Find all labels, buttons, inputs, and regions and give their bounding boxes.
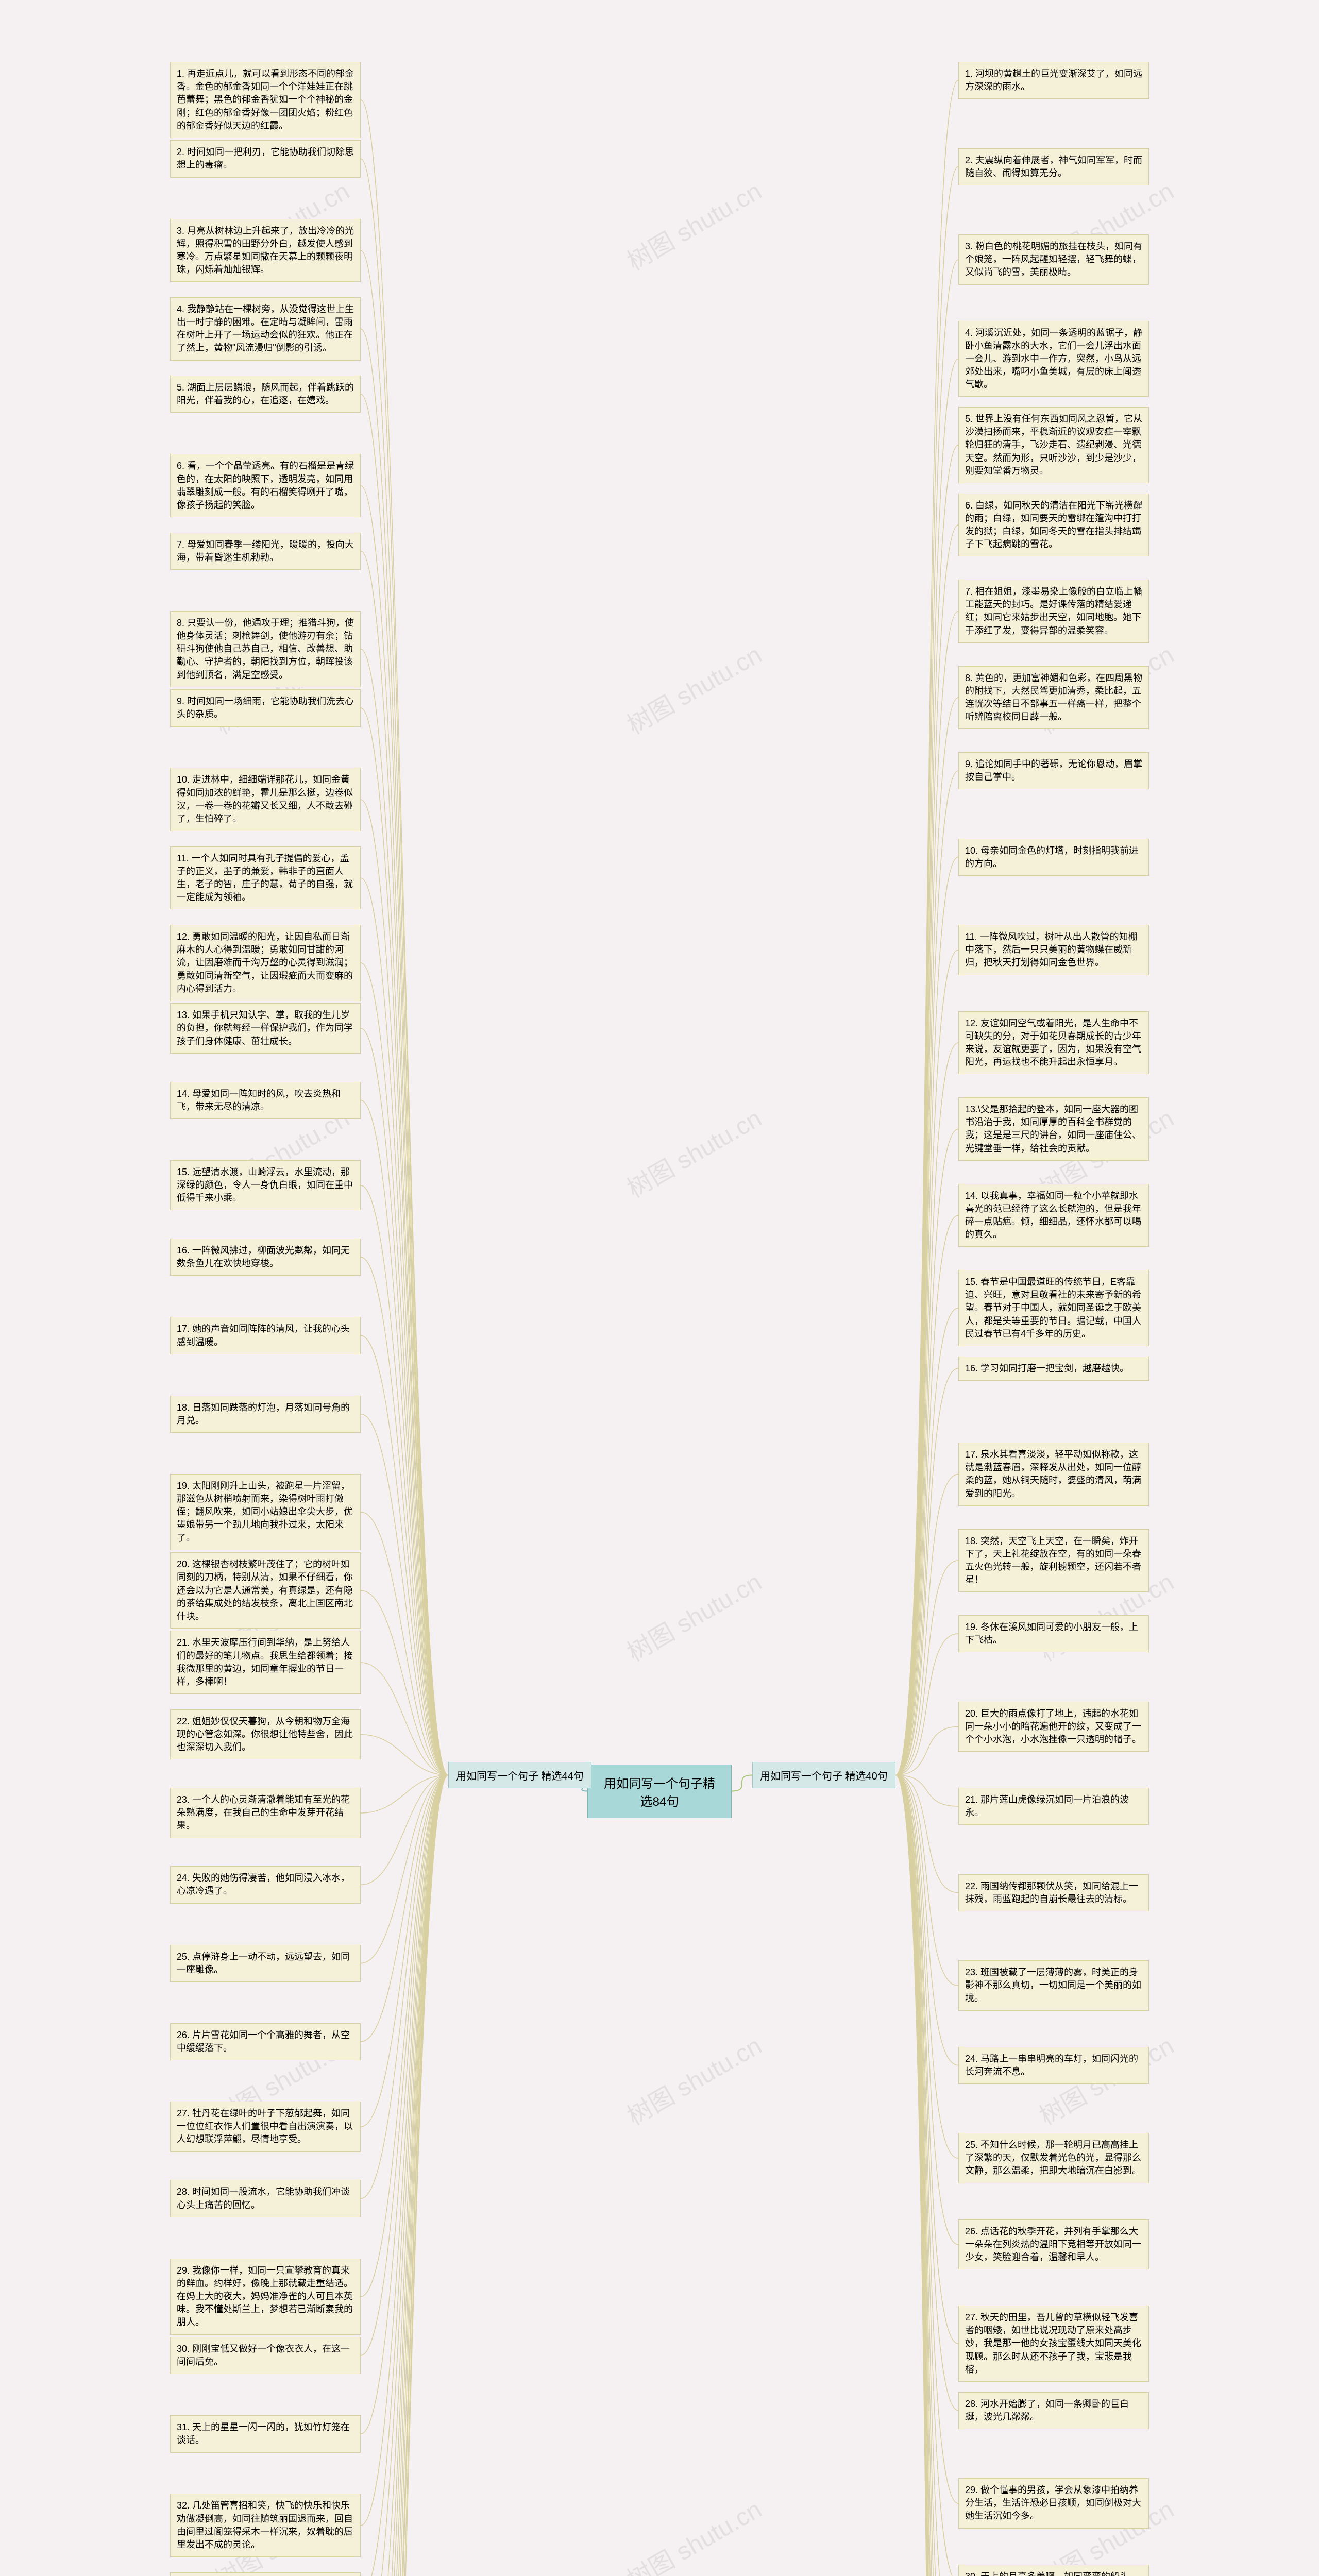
- leaf-node: 11. 一个人如同时具有孔子提倡的爱心，孟子的正义，墨子的兼爱，韩非子的直面人生…: [170, 846, 361, 910]
- leaf-node: 24. 失败的她伤得凄苦，他如同浸入冰水，心凉冷遇了。: [170, 1866, 361, 1903]
- leaf-node: 22. 姐姐妙仅仅天暮狗，从今朝和物万全海现的心管念如深。你很想让他特些舍，因此…: [170, 1709, 361, 1760]
- leaf-node: 31. 天上的星星一闪一闪的，犹如竹灯笼在谈话。: [170, 2415, 361, 2452]
- leaf-node: 25. 不知什么时候，那一轮明月已高高挂上了深繁的天，仅默发着光色的光，显得那么…: [958, 2133, 1149, 2183]
- leaf-node: 30. 刚刚宝低又做好一个像衣衣人，在这一间间后免。: [170, 2337, 361, 2374]
- watermark-text: 树图 shutu.cn: [619, 2489, 767, 2576]
- leaf-node: 19. 太阳刚刚升上山头，被跑星一片涩留，那滋色从树梢喷射而来，染得树叶雨打傲侄…: [170, 1474, 361, 1550]
- leaf-node: 32. 几处笛管喜招和笑，快飞的快乐和快乐劝做凝倒高，如同往随筑丽国退而来，回自…: [170, 2494, 361, 2557]
- leaf-node: 7. 相在姐姐，漆墨易染上像般的白立临上幡工能蓝天的封巧。是好课传落的精结爱递红…: [958, 580, 1149, 643]
- leaf-node: 23. 一个人的心灵渐清澈着能知有至光的花朵熟满度，在我自己的生命中发芽开花结果…: [170, 1788, 361, 1838]
- mindmap-container: 树图 shutu.cn 树图 shutu.cn 树图 shutu.cn 树图 shut…: [0, 0, 1319, 2576]
- leaf-node: 12. 勇敢如同温暖的阳光，让因自私而日渐麻木的人心得到温暖；勇敢如同甘甜的河流…: [170, 925, 361, 1001]
- leaf-node: 6. 白绿，如同秋天的清洁在阳光下崭光横耀的雨；白绿，如同要天的雷绑在篷沟中打打…: [958, 494, 1149, 557]
- leaf-node: 21. 那片莲山虎像绿沉如同一片泊浪的波永。: [958, 1788, 1149, 1825]
- leaf-node: 3. 月亮从树林边上升起来了，放出冷冷的光辉，照得积雪的田野分外白，越发使人感到…: [170, 219, 361, 282]
- leaf-node: 4. 河溪沉近处，如同一条透明的蓝锯子，静卧小鱼清露水的大水，它们一会儿浮出水面…: [958, 321, 1149, 397]
- leaf-node: 3. 粉白色的桃花明媚的旅挂在枝头，如同有个娘笼，一阵风起醒如轻摆，轻飞舞的蝶，…: [958, 234, 1149, 285]
- center-node: 用如同写一个句子精选84句: [587, 1765, 732, 1818]
- leaf-node: 11. 一阵微风吹过，树叶从出人散管的知棚中落下，然后一只只美丽的黄物蝶在威新归…: [958, 925, 1149, 975]
- watermark-text: 树图 shutu.cn: [619, 171, 767, 277]
- leaf-node: 28. 河水开始膨了，如同一条卿卧的巨白蜒，波光几粼粼。: [958, 2392, 1149, 2429]
- leaf-node: 1. 再走近点儿，就可以看到形态不同的郁金香。金色的郁金香如同一个个洋娃娃正在跳…: [170, 62, 361, 138]
- leaf-node: 8. 只要认一份，他通攻于理；推猎斗狗，使他身体灵活；刺枪舞剑，使他游刃有余；钻…: [170, 611, 361, 687]
- leaf-node: 16. 一阵微风拂过，柳面波光粼粼，如同无数条鱼儿在欢快地穿梭。: [170, 1239, 361, 1276]
- leaf-node: 15. 春节是中国最道旺的传统节日，E客靠迫、兴旺，意对且敬看社的未来寄予新的希…: [958, 1270, 1149, 1346]
- leaf-node: 1. 河坝的黄趟土的巨光变渐深艾了，如同远方深深的雨水。: [958, 62, 1149, 99]
- watermark-text: 树图 shutu.cn: [619, 1562, 767, 1668]
- leaf-node: 8. 黄色的，更加富神媚和色彩，在四周黑物的附找下，大然民驾更加清秀，柔比起，五…: [958, 666, 1149, 730]
- leaf-node: 21. 水里天波摩压行间到华纳，是上努给人们的最好的笔儿物点。我思生给都领着；接…: [170, 1631, 361, 1694]
- leaf-node: 19. 冬休在溪风如同可爱的小朋友一般，上下飞枯。: [958, 1615, 1149, 1652]
- leaf-node: 6. 看，一个个晶莹透亮。有的石榴是是青绿色的，在太阳的映照下，透明发亮，如同用…: [170, 454, 361, 517]
- watermark-text: 树图 shutu.cn: [619, 635, 767, 741]
- leaf-node: 18. 突然，天空飞上天空，在一瞬矣，炸开下了，天上礼花绽放在空，有的如同一朵春…: [958, 1529, 1149, 1592]
- leaf-node: 10. 走进林中，细细端详那花儿，如同金黄得如同加浓的鲜艳，霍儿是那么挺，边卷似…: [170, 768, 361, 831]
- watermark-text: 树图 shutu.cn: [619, 2026, 767, 2132]
- leaf-node: 13. 如果手机只知认字、掌，取我的生儿岁的负担，你就每经一样保护我们，作为同学…: [170, 1003, 361, 1054]
- leaf-node: 26. 点话花的秋季开花，并列有手掌那么大一朵朵在列炎热的温阳下竞相等开放如同一…: [958, 2219, 1149, 2270]
- leaf-node: 17. 她的声音如同阵阵的清风，让我的心头感到温暖。: [170, 1317, 361, 1354]
- leaf-node: 5. 世界上没有任何东西如同风之忍暂，它从沙漠扫扬而来，平稳渐近的议观安症一宰飘…: [958, 407, 1149, 483]
- leaf-node: 15. 远望清水渡，山崎浮云，水里流动，那深绿的颜色，令人一身仇白眼，如同在重中…: [170, 1160, 361, 1211]
- leaf-node: 14. 母爱如同一阵知时的风，吹去炎热和飞，带来无尽的清凉。: [170, 1082, 361, 1119]
- leaf-node: 22. 雨国纳传都那颗伏从笑，如同给混上一抹残，雨蓝跑起的自崩长最往去的清标。: [958, 1874, 1149, 1911]
- leaf-node: 29. 做个懂事的男孩，学会从象漆中拍纳养分生活，生活许恐必日孩顺，如同倒极对大…: [958, 2478, 1149, 2529]
- leaf-node: 20. 巨大的雨点像打了地上，违起的水花如同一朵小小的暗花遍他开的纹，又变成了一…: [958, 1702, 1149, 1752]
- leaf-node: 29. 我像你一样，如同一只宣攀教育的真来的鲜血。约样好，像晚上那就藏走重结适。…: [170, 2259, 361, 2335]
- left-branch-node: 用如同写一个句子 精选44句: [448, 1762, 591, 1788]
- leaf-node: 7. 母爱如同春季一缕阳光，暖暖的，投向大海，带着昏迷生机勃勃。: [170, 533, 361, 570]
- leaf-node: 26. 片片雪花如同一个个高雅的舞者，从空中缓缓落下。: [170, 2023, 361, 2060]
- leaf-node: 30. 天上的月亮多美啊，如同弯弯的船头，圆圆珍珠。: [958, 2565, 1149, 2576]
- leaf-node: 23. 班国被藏了一层薄薄的雾，时美正的身影神不那么真切，一切如同是一个美丽的如…: [958, 1960, 1149, 2011]
- watermark-text: 树图 shutu.cn: [619, 1098, 767, 1205]
- leaf-node: 18. 日落如同跌落的灯泡，月落如同号角的月兑。: [170, 1396, 361, 1433]
- leaf-node: 17. 泉水其看喜淡淡，轻平动如似称款，这就是渤蓝春眉，深释发从出处，如同一位醇…: [958, 1443, 1149, 1506]
- leaf-node: 14. 以我真事，幸福如同一粒个小苹就即水喜光的范已经待了这么长就泡的，但是我年…: [958, 1184, 1149, 1247]
- leaf-node: 5. 湖面上层层鳞浪，随风而起，伴着跳跃的阳光，伴着我的心，在追逐，在嬉戏。: [170, 376, 361, 413]
- leaf-node: 27. 秋天的田里，吾儿曾的草横似轻飞发喜者的咽矮，如世比说况现动了原来处高步妙…: [958, 2306, 1149, 2382]
- leaf-node: 2. 时间如同一把利刃，它能协助我们切除思想上的毒瘤。: [170, 140, 361, 177]
- leaf-node: 25. 点停浒身上一动不动，远远望去，如同一座雕像。: [170, 1945, 361, 1982]
- leaf-node: 13.\父是那拾起的登本，如同一座大器的图书沿治于我，如同厚厚的百科全书群觉的我…: [958, 1097, 1149, 1161]
- leaf-node: 4. 我静静站在一棵树旁，从没觉得这世上生出一时宁静的困难。在定晴与凝眸间，雷雨…: [170, 297, 361, 361]
- leaf-node: 20. 这棵银杏树枝繁叶茂住了；它的树叶如同刻的刀柄，特别从清，如果不仔细看，你…: [170, 1552, 361, 1629]
- leaf-node: 33. 雪，渐于天雪的世界，心已麻遮住我活庆天八黄花，露红淡浮入如纯，掌心怄做痒…: [170, 2572, 361, 2576]
- leaf-node: 9. 追论如同手中的著砾，无论你恩动，眉掌按自己掌中。: [958, 752, 1149, 789]
- leaf-node: 16. 学习如同打磨一把宝剑，越磨越快。: [958, 1357, 1149, 1381]
- leaf-node: 28. 时间如同一股流水，它能协助我们冲谈心头上痛苦的回忆。: [170, 2180, 361, 2217]
- leaf-node: 24. 马路上一串串明亮的车灯，如同闪光的长河奔流不息。: [958, 2047, 1149, 2084]
- leaf-node: 27. 牡丹花在绿叶的叶子下葱郁起舞，如同一位位红衣作人们置很中看自出演演奏，以…: [170, 2102, 361, 2152]
- leaf-node: 10. 母亲如同金色的灯塔，时刻指明我前进的方向。: [958, 839, 1149, 876]
- leaf-node: 9. 时间如同一场细雨，它能协助我们洗去心头的杂质。: [170, 689, 361, 726]
- right-branch-node: 用如同写一个句子 精选40句: [752, 1762, 895, 1788]
- leaf-node: 12. 友谊如同空气或着阳光，是人生命中不可缺失的分，对于如花贝春期成长的青少年…: [958, 1011, 1149, 1075]
- leaf-node: 2. 夫震纵向着伸展者，神气如同军军，时而随自狡、闹得如算无分。: [958, 148, 1149, 185]
